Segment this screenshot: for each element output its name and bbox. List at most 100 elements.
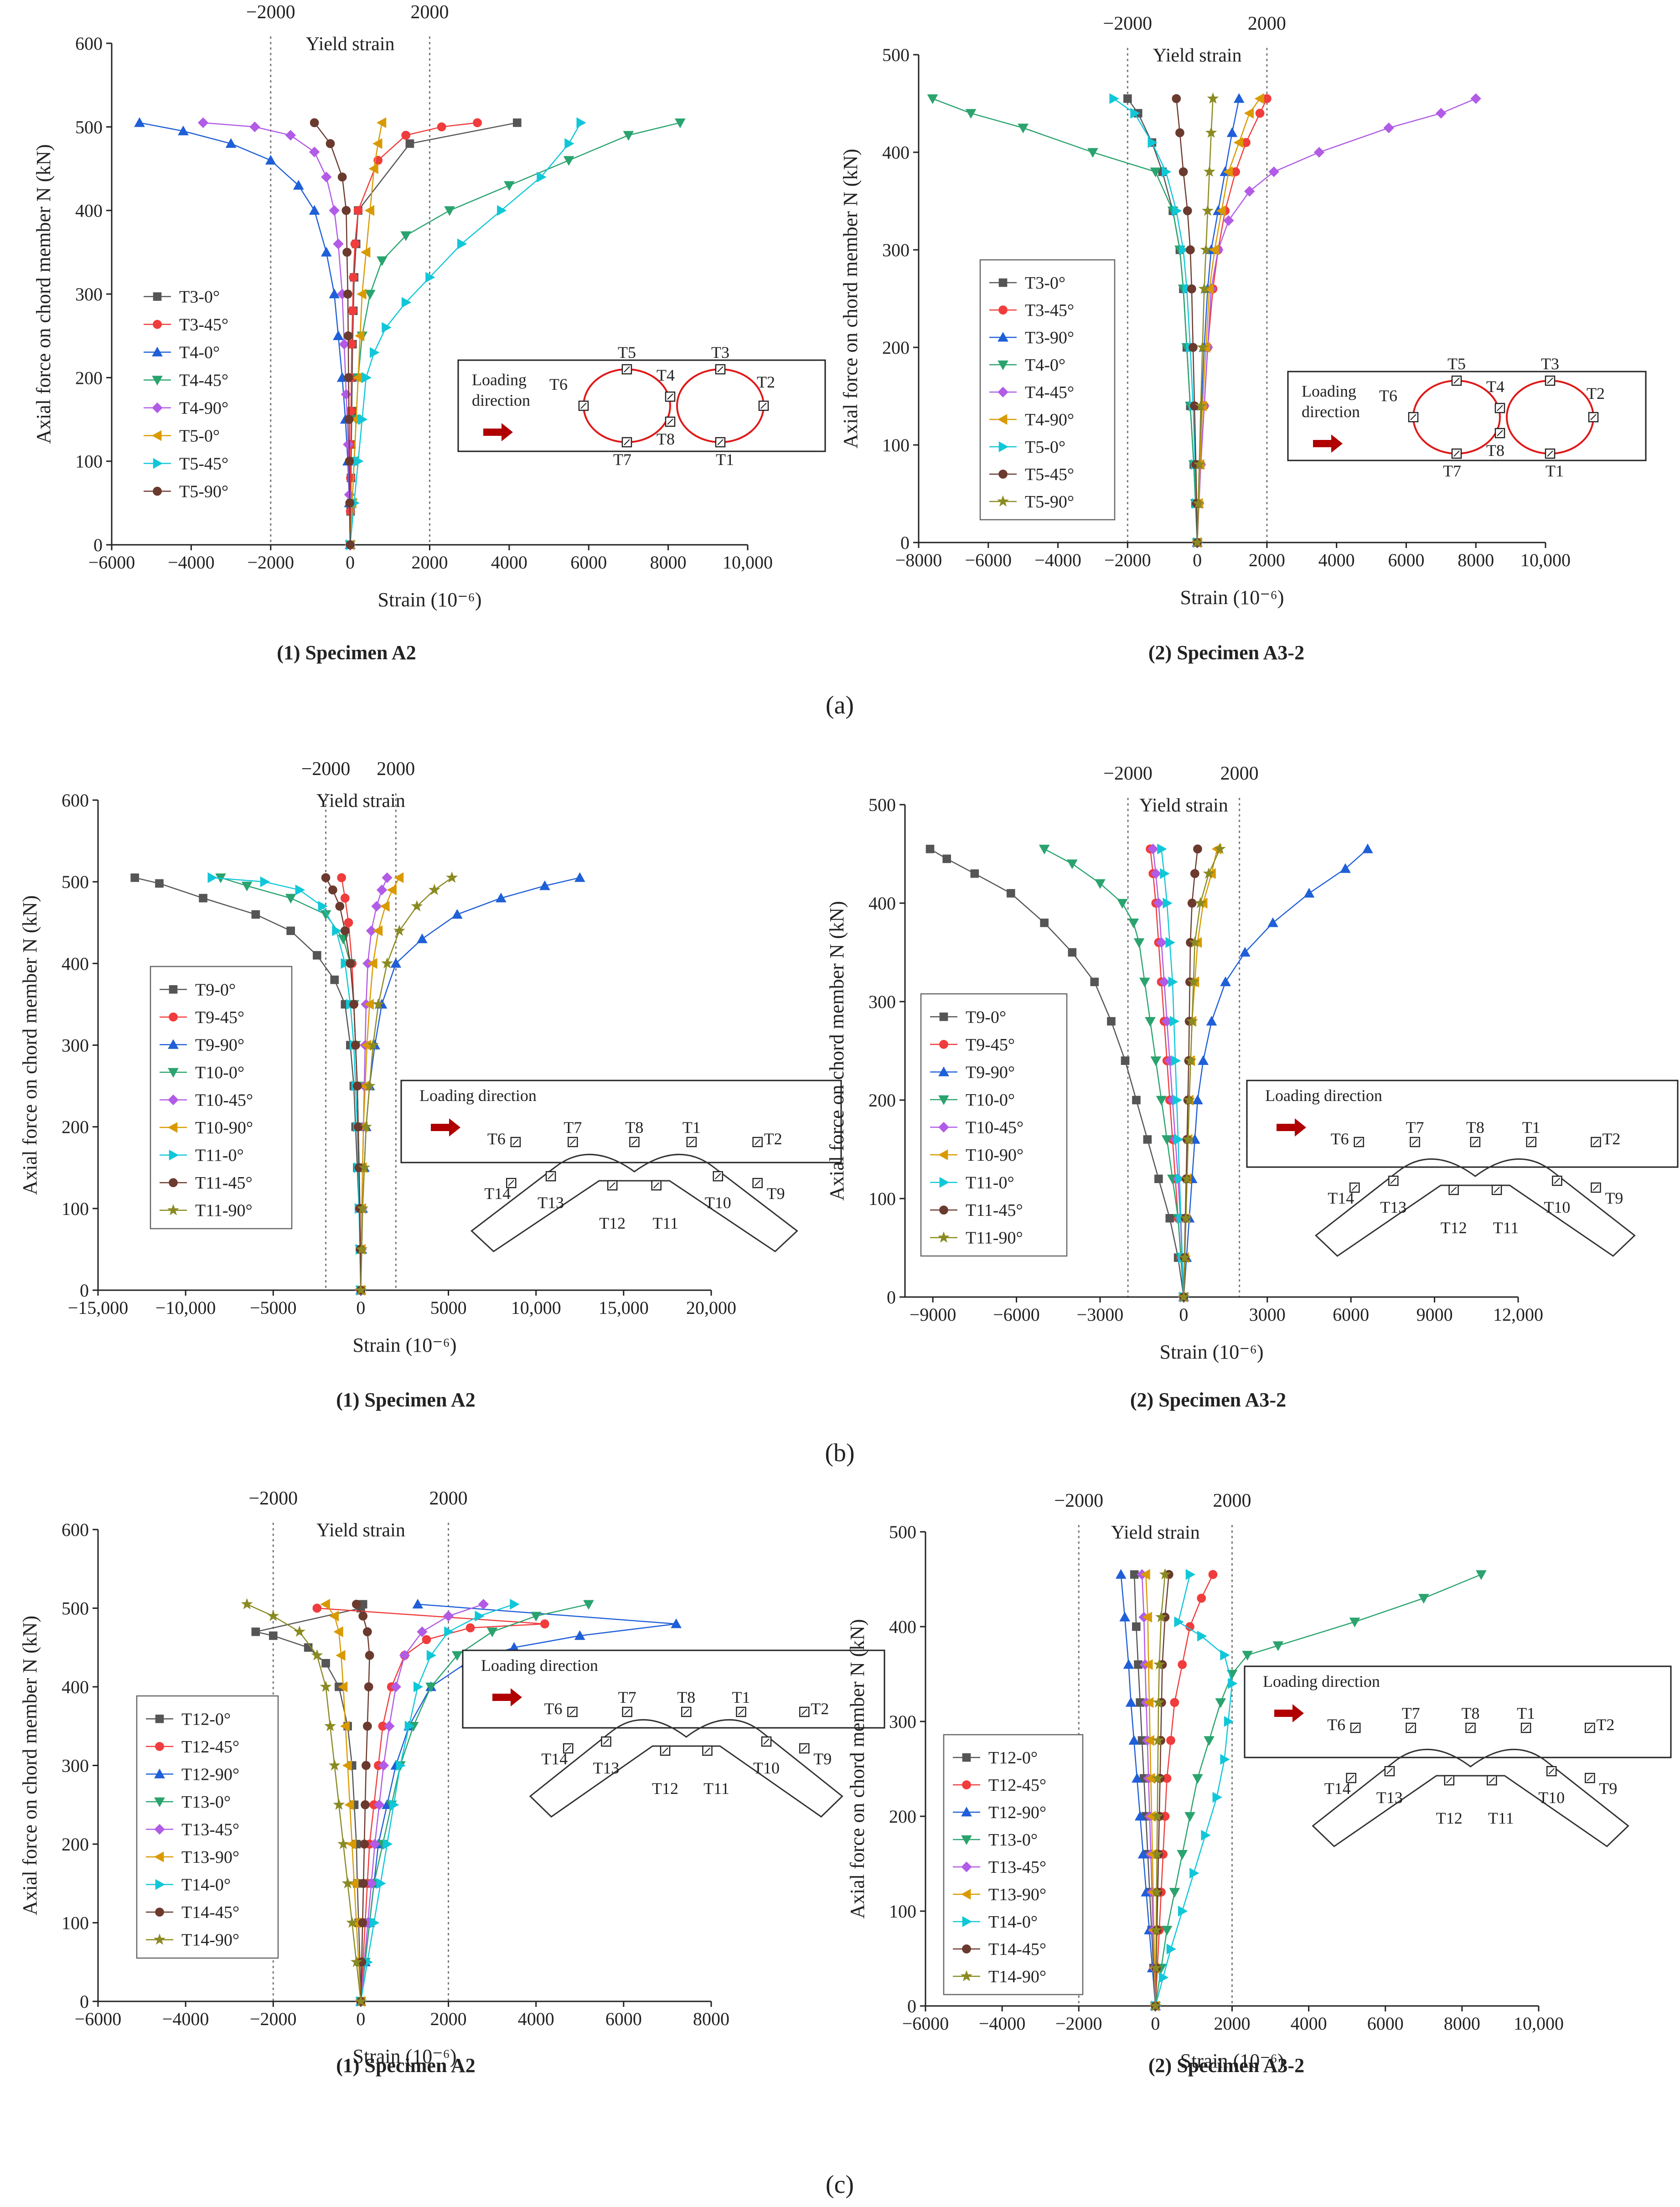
- data-point: [364, 289, 376, 300]
- data-point: [393, 872, 404, 884]
- legend-entry: T13-0°: [181, 1793, 231, 1812]
- legend-marker: [998, 305, 1008, 315]
- data-point: [540, 1619, 549, 1628]
- data-point: [1476, 1570, 1487, 1580]
- legend-marker: [154, 1768, 165, 1778]
- data-point: [437, 122, 446, 132]
- series-T14-45°: [352, 1600, 374, 2006]
- data-point: [309, 205, 320, 215]
- data-point: [355, 1995, 367, 2007]
- data-point: [353, 206, 363, 215]
- data-point: [333, 330, 344, 340]
- data-point: [1040, 918, 1049, 927]
- data-point: [1148, 137, 1158, 148]
- data-point: [343, 439, 354, 450]
- data-point: [417, 933, 428, 943]
- y-tick-label: 100: [62, 1199, 89, 1219]
- data-point: [249, 121, 260, 133]
- x-tick-label: 2000: [430, 2009, 467, 2029]
- data-point: [1107, 1017, 1116, 1026]
- y-tick-label: 600: [62, 790, 89, 811]
- gauge-label: T5: [1447, 355, 1466, 373]
- data-point: [352, 1081, 362, 1091]
- x-tick-label: 5000: [430, 1297, 467, 1318]
- data-point: [345, 456, 354, 466]
- data-point: [342, 1760, 352, 1771]
- data-point: [369, 1839, 380, 1850]
- legend-entry: T14-90°: [181, 1931, 239, 1950]
- gauge-label: T1: [1546, 462, 1564, 480]
- inset-box: [1246, 1080, 1679, 1168]
- data-point: [335, 902, 345, 911]
- series-T5-90°: [1191, 92, 1219, 548]
- gauge-label: T3: [1541, 355, 1559, 373]
- legend-entry: T3-90°: [1025, 328, 1074, 347]
- series-line: [1133, 1574, 1156, 2006]
- gauge-label: T4: [656, 366, 675, 384]
- gauge-label: T1: [682, 1118, 701, 1137]
- loading-label: Loading direction: [1265, 1086, 1382, 1105]
- x-tick-label: −2000: [1104, 550, 1151, 570]
- data-point: [1165, 937, 1175, 948]
- data-point: [1244, 108, 1254, 119]
- data-point: [321, 1659, 330, 1668]
- gauge-label: T6: [549, 375, 568, 393]
- gauge-label: T7: [613, 450, 631, 469]
- data-point: [1153, 1658, 1165, 1670]
- data-point: [357, 289, 367, 300]
- legend-marker: [961, 1970, 972, 1982]
- legend-marker: [938, 1066, 949, 1076]
- series-line: [1141, 1574, 1156, 2006]
- data-point: [1184, 1054, 1197, 1066]
- gauge-label: T12: [599, 1214, 625, 1232]
- y-tick-label: 200: [882, 337, 910, 358]
- series-line: [314, 122, 351, 545]
- legend: T12-0° T12-45° T12-90° T13-0° T13-45° T13-90°…: [943, 1734, 1084, 1995]
- data-point: [1178, 1906, 1188, 1917]
- y-tick-label: 500: [889, 1522, 916, 1542]
- series-line: [1155, 1574, 1170, 2006]
- data-point: [341, 206, 351, 215]
- legend-marker: [168, 1068, 179, 1078]
- legend-marker: [961, 1806, 972, 1817]
- data-point: [1175, 1173, 1185, 1184]
- y-tick-label: 400: [62, 1677, 89, 1697]
- data-point: [1223, 166, 1233, 177]
- data-point: [1169, 1016, 1179, 1027]
- data-point: [422, 1635, 431, 1644]
- chart-caption: (1) Specimen A2: [336, 2054, 476, 2077]
- x-tick-label: 10,000: [1514, 2013, 1564, 2034]
- y-axis-title: Axial force on chord member N (kN): [19, 895, 41, 1195]
- data-point: [1203, 165, 1215, 177]
- x-tick-label: −3000: [1077, 1304, 1124, 1325]
- x-tick-label: −2000: [1055, 2013, 1102, 2034]
- legend-entry: T11-0°: [966, 1173, 1014, 1193]
- data-point: [293, 180, 304, 190]
- loading-label: Loading direction: [419, 1086, 537, 1105]
- yield-strain-label: Yield strain: [316, 791, 405, 811]
- data-point: [382, 872, 393, 883]
- x-tick-label: 9000: [1416, 1304, 1453, 1325]
- y-tick-label: 300: [62, 1035, 89, 1056]
- k-joint-brace: [529, 1719, 843, 1818]
- data-point: [444, 206, 455, 216]
- data-point: [1244, 186, 1255, 197]
- legend-entry: T12-90°: [181, 1765, 239, 1784]
- data-point: [372, 138, 383, 149]
- data-point: [1206, 1016, 1217, 1026]
- series-line: [139, 122, 351, 545]
- legend-marker: [169, 1012, 178, 1022]
- gauge-label: T1: [1522, 1118, 1540, 1137]
- gauge-label: T11: [1493, 1219, 1519, 1237]
- data-point: [1090, 977, 1099, 987]
- data-point: [393, 925, 405, 936]
- data-point: [400, 231, 412, 241]
- data-point: [1194, 897, 1207, 908]
- data-point: [294, 1625, 305, 1637]
- legend-marker: [153, 292, 162, 301]
- data-point: [329, 1610, 339, 1622]
- data-point: [1143, 1659, 1153, 1670]
- legend-entry: T10-90°: [195, 1118, 253, 1137]
- x-tick-label: 4000: [1291, 2013, 1327, 2034]
- gauge-label: T6: [1331, 1130, 1349, 1148]
